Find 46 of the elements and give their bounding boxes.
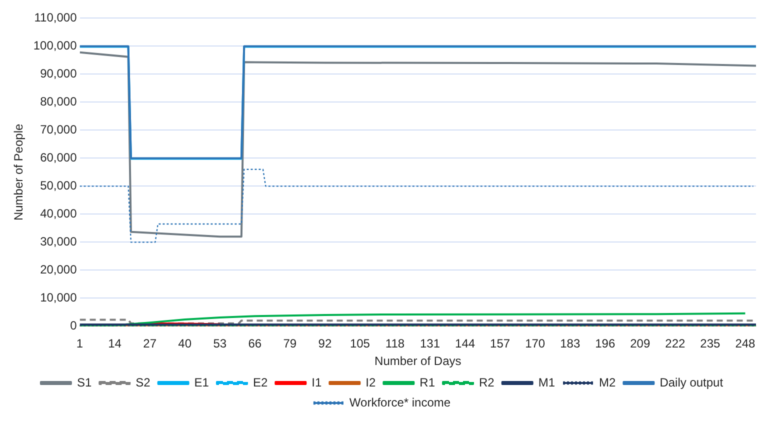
legend-label: S2: [136, 375, 151, 390]
x-tick-label: 27: [143, 336, 157, 351]
y-tick-label: 80,000: [40, 94, 78, 109]
y-tick-label: 40,000: [40, 206, 78, 221]
x-tick-label: 144: [455, 336, 476, 351]
x-tick-label: 222: [665, 336, 686, 351]
x-tick-label: 170: [525, 336, 546, 351]
x-tick-label: 209: [630, 336, 650, 351]
y-tick-label: 0: [70, 318, 78, 333]
legend-label: E2: [252, 375, 268, 390]
x-tick-label: 14: [108, 336, 122, 351]
y-tick-label: 10,000: [40, 290, 78, 305]
legend-label: Daily output: [660, 375, 724, 390]
x-tick-label: 196: [595, 336, 616, 351]
x-tick-label: 248: [735, 336, 756, 351]
legend-label: M1: [538, 375, 556, 390]
y-tick-label: 90,000: [40, 66, 78, 81]
legend-label: S1: [76, 375, 92, 390]
y-tick-label: 20,000: [40, 262, 78, 277]
y-tick-label: 30,000: [40, 234, 78, 249]
x-tick-label: 183: [560, 336, 580, 351]
x-tick-label: 105: [350, 336, 370, 351]
legend-label: I1: [312, 375, 322, 390]
legend-label: R2: [479, 375, 495, 390]
x-tick-label: 1: [76, 336, 84, 351]
x-tick-label: 66: [248, 336, 262, 351]
y-axis-title: Number of People: [12, 124, 26, 221]
x-tick-label: 40: [178, 336, 192, 351]
legend-label: E1: [194, 375, 210, 390]
x-tick-label: 79: [283, 336, 297, 351]
x-tick-label: 118: [385, 336, 405, 351]
x-tick-label: 157: [490, 336, 510, 351]
legend-label: R1: [420, 375, 436, 390]
y-tick-label: 70,000: [40, 122, 78, 137]
y-tick-label: 50,000: [40, 178, 78, 193]
legend-label: M2: [599, 375, 616, 390]
x-tick-label: 235: [700, 336, 721, 351]
legend-label: Workforce* income: [349, 395, 451, 410]
y-tick-label: 110,000: [34, 10, 78, 25]
legend-label: I2: [366, 375, 376, 390]
y-tick-label: 100,000: [33, 38, 78, 53]
y-tick-label: 60,000: [40, 150, 78, 165]
x-tick-label: 131: [420, 336, 440, 351]
x-tick-label: 92: [318, 336, 332, 351]
x-axis-title: Number of Days: [374, 354, 462, 368]
x-tick-label: 53: [213, 336, 227, 351]
